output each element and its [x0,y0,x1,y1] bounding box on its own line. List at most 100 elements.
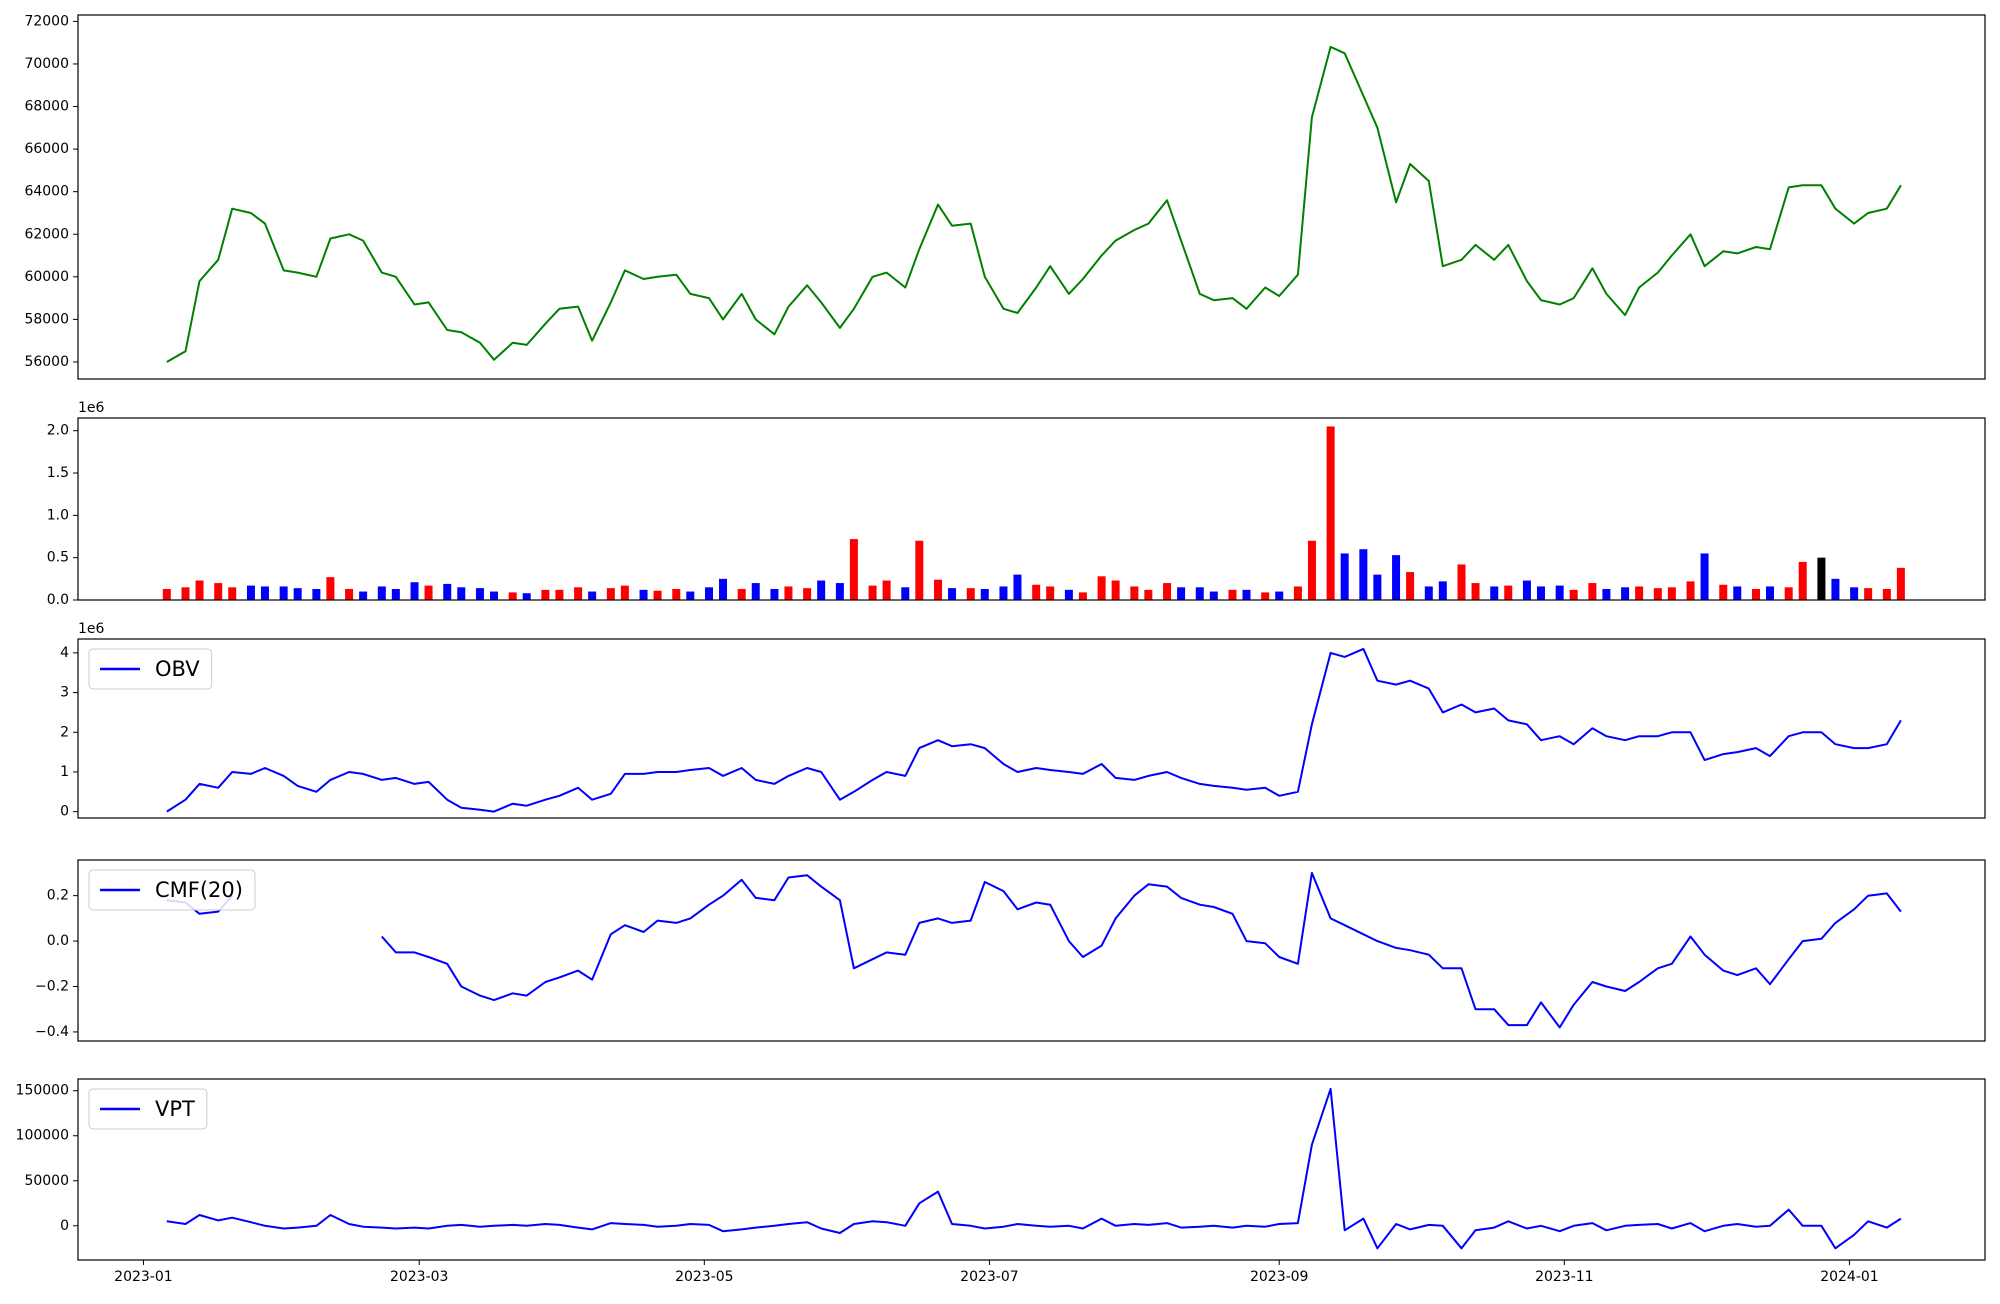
legend-label: CMF(20) [155,878,243,902]
volume-bar [1700,553,1709,600]
series-line [166,647,1902,813]
volume-bar [1653,588,1662,600]
y-tick-label: 0 [60,804,69,820]
volume-bar [162,588,171,600]
panel-frame [77,1078,1986,1261]
volume-bar [457,587,466,600]
volume-bar [1177,587,1186,600]
y-tick-label: 66000 [24,141,69,157]
volume-bar [835,583,844,600]
volume-bar [999,586,1008,600]
x-tick-label: 2023-11 [1535,1269,1594,1285]
legend-box [88,1088,208,1130]
volume-bar [1307,540,1316,600]
volume-bar [391,588,400,600]
panel: −0.4 −0.2 0.0 0.2 CMF(20) [35,859,1986,1042]
volume-bar [228,587,237,600]
volume-bar [1195,587,1204,600]
y-tick-label: 70000 [24,56,69,72]
y-tick-label: 0 [60,1218,69,1234]
volume-bar [1621,587,1630,600]
y-tick-label: 150000 [16,1083,69,1099]
volume-bar [1228,589,1237,600]
volume-bar [737,588,746,600]
volume-bar [1602,588,1611,600]
series-line [166,1087,1902,1250]
volume-bar [522,593,531,600]
volume-bar [1555,585,1564,600]
volume-bar [1831,578,1840,600]
volume-bar [1719,584,1728,600]
panel: 0 1 2 3 4 1e6 OBV [60,621,1986,820]
volume-bar [1784,587,1793,600]
volume-bar [1686,581,1695,600]
volume-bar [293,588,302,600]
volume-bar [1522,580,1531,600]
volume-bar [508,592,517,600]
volume-bar [1340,553,1349,600]
y-tick-label: 0.0 [47,592,69,608]
y-tick-label: 64000 [24,184,69,200]
volume-bar [1765,586,1774,600]
y-tick-label: 56000 [24,354,69,370]
y-tick-label: 50000 [24,1173,69,1189]
volume-bar [1798,561,1807,600]
volume-bar [719,578,728,600]
x-tick-label: 2023-01 [114,1269,173,1285]
volume-bar [214,583,223,600]
y-tick-label: −0.2 [35,978,69,994]
volume-bar [934,579,943,600]
volume-bar [817,580,826,600]
y-tick-label: −0.4 [35,1024,69,1040]
volume-bar [948,588,957,600]
volume-bar [326,577,335,600]
volume-bar [1406,572,1415,600]
panel-frame [77,859,1986,1042]
y-tick-label: 58000 [24,311,69,327]
panel-frame [77,14,1986,380]
volume-bar [1733,586,1742,600]
volume-bar [1392,555,1401,600]
volume-bar [1438,581,1447,600]
y-tick-label: 62000 [24,226,69,242]
volume-bar [1032,584,1041,600]
panel: 56000 58000 60000 62000 64000 66000 68000 70000… [24,13,1986,380]
volume-bar [966,588,975,600]
series-line [166,45,1902,363]
legend-box [88,648,213,690]
legend-box [88,869,256,911]
volume-bar [849,539,858,600]
y-tick-label: 68000 [24,99,69,115]
volume-bar [1569,589,1578,600]
offset-label: 1e6 [78,400,105,416]
y-tick-label: 1.0 [47,507,69,523]
volume-bar [653,590,662,600]
volume-bar [181,587,190,600]
legend-label: VPT [155,1097,195,1121]
volume-bar [1046,586,1055,600]
volume-bar [1242,589,1251,600]
y-tick-label: 2 [60,724,69,740]
panel: 0.0 0.5 1.0 1.5 2.0 1e6 [47,400,1986,608]
volume-bar [1850,587,1859,600]
volume-bar [1471,583,1480,600]
volume-bar [672,588,681,600]
volume-bar [312,588,321,600]
volume-bar [574,587,583,600]
volume-bar [345,588,354,600]
y-tick-label: 60000 [24,269,69,285]
volume-bar [784,586,793,600]
volume-bar [555,589,564,600]
volume-bar [915,540,924,600]
volume-bar [359,591,368,600]
volume-bar [1013,574,1022,600]
volume-bar [1424,586,1433,600]
volume-bar [1667,587,1676,600]
y-tick-label: 0.5 [47,550,69,566]
volume-bar [377,586,386,600]
volume-bar [1261,592,1270,600]
volume-bar [1864,588,1873,600]
volume-bar [260,586,269,600]
y-tick-label: 4 [60,645,69,661]
